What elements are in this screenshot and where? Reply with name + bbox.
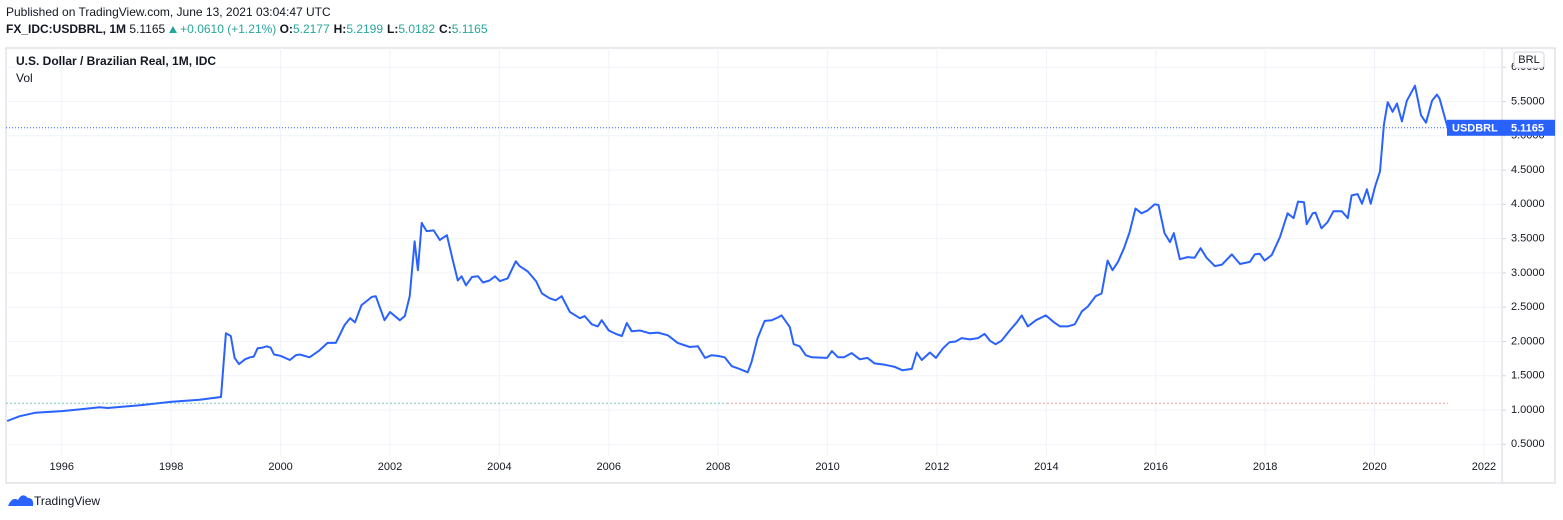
last-price-label: 5.1165 [1511, 123, 1544, 135]
up-icon [169, 26, 178, 33]
price-line [6, 84, 1449, 422]
ohlc-label: L: [387, 22, 399, 36]
ohlc-label: H: [333, 22, 347, 36]
y-tick-label: 5.5000 [1511, 95, 1545, 107]
series-name: USDBRL [1452, 123, 1498, 135]
chart-frame [5, 47, 1556, 484]
y-tick-label: 2.5000 [1511, 301, 1545, 313]
last-price-box [1447, 119, 1555, 136]
ohlc-value: 5.2177 [292, 22, 330, 36]
ohlc-value: 5.2199 [346, 22, 384, 36]
y-tick-label: 3.0000 [1511, 267, 1545, 279]
chart-title: U.S. Dollar / Brazilian Real, 1M, IDC [16, 54, 216, 68]
y-tick-label: 1.5000 [1511, 370, 1545, 382]
y-tick-label: 4.5000 [1511, 164, 1545, 176]
y-tick-label: 3.5000 [1511, 233, 1545, 245]
x-tick-label: 2006 [597, 461, 621, 473]
x-tick-label: 2018 [1253, 461, 1277, 473]
x-tick-label: 2002 [378, 461, 402, 473]
brand: TradingView [34, 494, 100, 508]
y-tick-label: 0.5000 [1511, 438, 1545, 450]
x-tick-label: 2010 [815, 461, 839, 473]
x-tick-label: 2016 [1144, 461, 1168, 473]
x-tick-label: 2014 [1034, 461, 1058, 473]
published: Published on TradingView.com, June 13, 2… [6, 5, 331, 19]
y-tick-label: 2.0000 [1511, 335, 1545, 347]
subtitle: Vol [16, 71, 33, 85]
ohlc-value: 5.1165 [451, 22, 488, 36]
change: +0.0610 (+1.21%) [180, 22, 277, 36]
x-tick-label: 2000 [268, 461, 292, 473]
y-tick-label: 1.0000 [1511, 404, 1545, 416]
x-tick-label: 1996 [50, 461, 74, 473]
symbol: FX_IDC:USDBRL, 1M [6, 22, 127, 36]
ohlc-label: C: [439, 22, 452, 36]
y-tick-label: 4.0000 [1511, 198, 1545, 210]
x-tick-label: 1998 [159, 461, 183, 473]
logo [8, 495, 34, 506]
symbol-line: FX_IDC:USDBRL, 1M 5.1165 +0.0610 (+1.21%)… [6, 22, 488, 36]
x-tick-label: 2004 [487, 461, 511, 473]
currency: BRL [1518, 54, 1539, 66]
currency-box [1513, 51, 1545, 69]
ohlc-value: 5.0182 [398, 22, 436, 36]
x-tick-label: 2022 [1472, 461, 1496, 473]
last: 5.1165 [129, 22, 166, 36]
grid [6, 48, 1502, 456]
x-tick-label: 2008 [706, 461, 730, 473]
ohlc-label: O: [279, 22, 293, 36]
x-tick-label: 2012 [925, 461, 949, 473]
ohlc: O:5.2177 H:5.2199 L:5.0182 C:5.1165 [280, 22, 488, 36]
x-tick-label: 2020 [1362, 461, 1386, 473]
